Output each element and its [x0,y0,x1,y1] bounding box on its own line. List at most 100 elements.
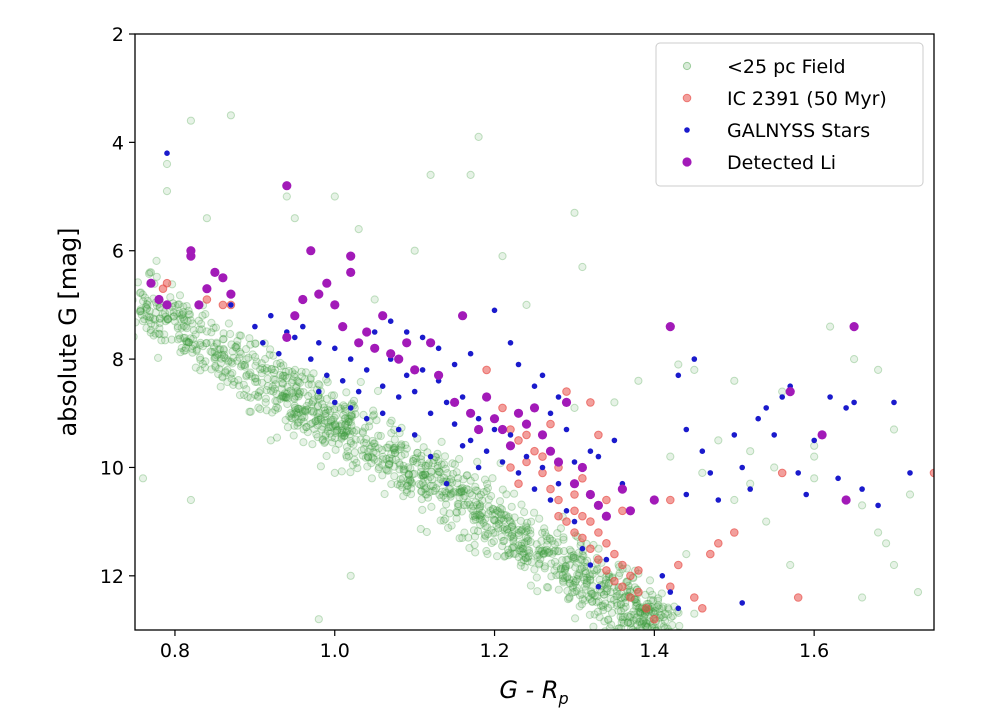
field-point [567,551,576,561]
field-point [526,526,535,535]
field-point [664,610,673,619]
field-point [471,548,480,557]
field-point [571,576,581,586]
field-point [226,329,235,339]
field-point [450,460,459,469]
field-point [210,354,219,363]
field-point [434,479,443,488]
field-point [417,455,426,464]
data-point [811,437,817,444]
field-point [457,488,466,497]
field-point [345,430,354,439]
field-point [307,380,316,389]
data-point [491,307,498,314]
field-point [151,329,160,338]
field-point [344,452,353,461]
field-point [463,471,472,480]
field-point [184,310,193,319]
field-point [643,623,652,630]
field-point [417,495,426,504]
field-point [226,370,235,379]
data-point [162,187,172,196]
field-point [272,389,281,398]
field-point [426,481,435,490]
field-point [556,565,566,574]
field-point [285,387,294,396]
field-point [575,569,584,578]
data-point [618,582,627,592]
field-point [233,336,242,346]
field-point [270,365,280,375]
field-point [367,474,376,483]
field-point [256,405,265,414]
field-point [623,612,632,621]
field-point [486,506,495,515]
data-point [715,497,722,503]
field-point [643,623,652,630]
field-point [340,414,349,423]
field-point [227,340,236,349]
field-point [351,435,360,444]
field-point [543,536,552,545]
field-point [601,599,610,608]
field-point [446,489,455,498]
field-point [447,521,456,530]
field-point [335,422,344,431]
data-point [162,300,172,310]
data-point [618,560,627,570]
field-point [196,338,205,347]
field-point [378,445,387,455]
field-point [484,510,493,519]
data-point [164,150,170,156]
field-point [668,621,677,630]
legend-marker [682,93,692,103]
data-point [634,566,643,575]
field-point [418,471,427,480]
field-point [184,338,193,347]
field-point [402,485,412,494]
field-point [351,410,360,419]
field-point [407,484,416,493]
field-point [387,416,396,425]
field-point [365,444,374,453]
field-point [419,482,429,491]
field-point [182,302,191,311]
field-point [553,529,562,538]
field-point [533,587,542,596]
field-point [161,336,170,345]
field-point [440,452,450,461]
field-point [462,500,471,510]
field-point [302,405,312,414]
data-point [402,338,412,348]
field-point [489,515,498,524]
field-point [147,319,156,328]
field-point [577,589,586,599]
field-point [152,256,161,265]
field-point [471,512,480,522]
field-point [328,415,337,424]
field-point [511,549,520,559]
field-point [179,315,188,324]
field-point [468,512,477,521]
field-point [231,342,240,352]
data-point [395,394,402,400]
field-point [170,317,180,326]
field-point [441,464,450,473]
field-point [612,592,621,601]
field-point [621,598,630,607]
field-point [320,403,329,412]
data-point [410,365,420,375]
field-point [399,492,408,501]
field-point [136,305,145,314]
field-point [563,595,573,604]
data-point [202,295,212,304]
field-point [574,571,583,580]
data-point [218,300,228,310]
field-point [228,347,237,356]
data-point [266,436,275,445]
field-point [316,414,325,423]
field-point [347,411,356,420]
field-point [202,327,211,336]
data-point [826,322,835,331]
